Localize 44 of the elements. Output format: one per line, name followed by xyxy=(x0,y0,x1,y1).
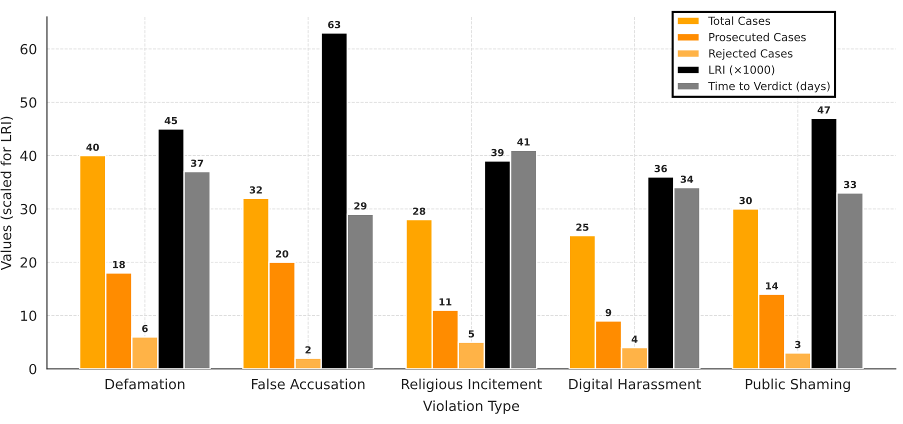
y-tick-label: 40 xyxy=(20,150,36,162)
y-tick-label: 50 xyxy=(20,97,36,108)
data-label: 39 xyxy=(491,148,504,156)
data-label: 6 xyxy=(142,324,148,332)
data-label: 37 xyxy=(191,160,204,167)
data-label: 20 xyxy=(276,250,288,258)
y-tick-label: 10 xyxy=(21,310,36,322)
data-label: 3 xyxy=(795,340,800,348)
y-tick-label: 0 xyxy=(29,364,36,374)
data-label: 63 xyxy=(328,20,340,28)
x-tick-label: Digital Harassment xyxy=(569,378,701,392)
x-tick-label: Defamation xyxy=(106,378,184,390)
data-label: 47 xyxy=(818,106,830,114)
data-label: 45 xyxy=(164,117,178,124)
legend-label: Time to Verdict (days) xyxy=(708,82,830,92)
data-label: 33 xyxy=(844,180,856,188)
data-label: 41 xyxy=(517,138,530,146)
y-tick-label: 20 xyxy=(20,257,36,268)
legend-label: Total Cases xyxy=(708,16,770,26)
y-tick-label: 60 xyxy=(20,44,36,54)
data-label: 29 xyxy=(354,202,367,210)
legend-label: Rejected Cases xyxy=(709,49,793,60)
data-label: 40 xyxy=(86,144,99,151)
y-axis-title: Values (scaled for LRI) xyxy=(0,116,13,270)
data-label: 2 xyxy=(306,346,311,354)
data-label: 30 xyxy=(739,196,752,204)
legend-label: LRI (×1000) xyxy=(709,65,774,76)
data-label: 28 xyxy=(413,208,426,215)
data-label: 18 xyxy=(113,260,125,268)
x-tick-label: Public Shaming xyxy=(746,378,850,392)
y-tick-label: 30 xyxy=(20,204,36,214)
legend-label: Prosecuted Cases xyxy=(709,32,806,42)
data-label: 34 xyxy=(680,176,694,183)
data-label: 5 xyxy=(468,330,474,338)
data-label: 14 xyxy=(766,282,778,290)
x-axis-title: Violation Type xyxy=(423,400,520,414)
data-label: 4 xyxy=(632,336,638,343)
data-label: 9 xyxy=(606,308,612,316)
data-label: 36 xyxy=(654,164,667,172)
data-label: 32 xyxy=(250,186,262,194)
data-label: 11 xyxy=(440,298,452,306)
x-tick-label: Religious Incitement xyxy=(402,378,542,392)
data-label: 25 xyxy=(576,224,588,231)
x-tick-label: False Accusation xyxy=(252,378,364,390)
